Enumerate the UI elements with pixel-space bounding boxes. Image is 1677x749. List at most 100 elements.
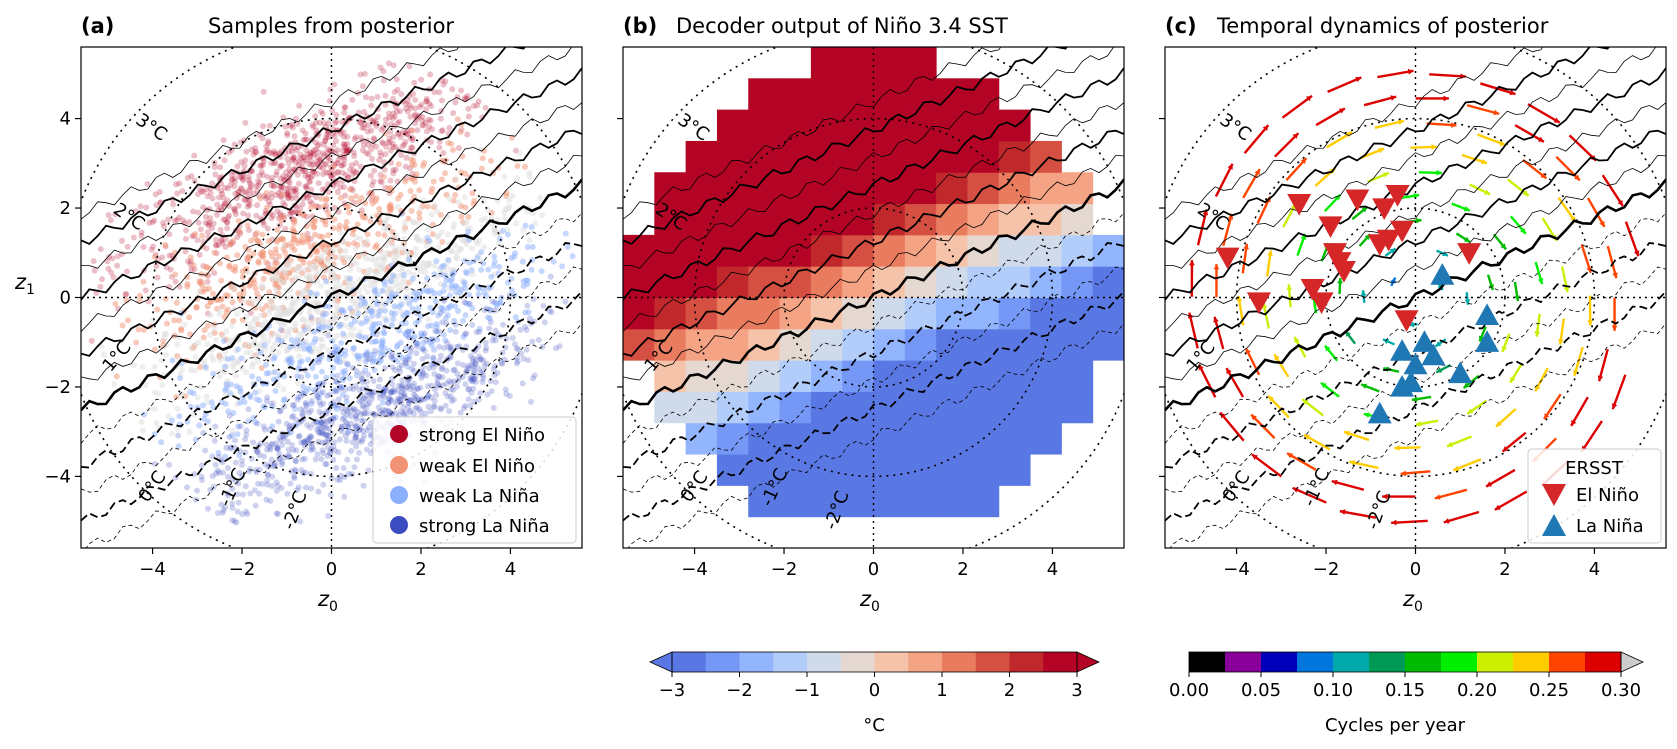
scatter-point [253,183,260,190]
scatter-point [405,269,412,276]
scatter-point [524,302,531,309]
scatter-point [423,106,430,113]
scatter-point [379,411,386,418]
heatmap-cell [842,485,874,518]
scatter-point [513,354,520,361]
scatter-point [277,175,284,182]
scatter-point [514,162,521,169]
scatter-point [437,310,444,317]
scatter-point [264,471,271,478]
vector-arrow-head [1213,264,1220,270]
scatter-point [404,97,411,104]
scatter-point [407,187,414,194]
scatter-point [204,303,211,310]
scatter-point [365,424,372,431]
scatter-point [195,209,202,216]
scatter-point [307,204,314,211]
scatter-point [298,439,305,446]
scatter-point [386,114,393,121]
scatter-point [308,314,315,321]
scatter-point [332,283,339,290]
scatter-point [273,271,280,278]
scatter-point [207,215,214,222]
scatter-point [432,202,439,209]
scatter-point [322,221,329,228]
scatter-point [316,119,323,126]
scatter-point [243,427,250,434]
scatter-point [243,349,250,356]
scatter-point [396,303,403,310]
scatter-point [175,334,182,341]
scatter-point [290,279,297,286]
scatter-point [424,226,431,233]
scatter-point [291,246,298,253]
scatter-point [401,393,408,400]
scatter-point [367,419,374,426]
scatter-point [432,327,439,334]
scatter-point [198,384,205,391]
colorbar-tick-label: 0.25 [1529,680,1569,701]
scatter-point [203,206,210,213]
scatter-point [338,230,345,237]
scatter-point [391,247,398,254]
scatter-point [285,446,292,453]
scatter-point [238,174,245,181]
heatmap-cell [748,485,781,518]
scatter-point [401,227,408,234]
scatter-point [385,139,392,146]
scatter-point [447,393,454,400]
scatter-point [465,113,472,120]
scatter-point [406,352,413,359]
scatter-point [387,128,394,135]
scatter-point [412,393,419,400]
scatter-point [259,231,266,238]
heatmap-cell [779,234,812,267]
scatter-point [162,241,169,248]
scatter-point [286,426,293,433]
scatter-point [402,357,409,364]
scatter-point [360,428,367,435]
scatter-point [358,411,365,418]
scatter-point [229,176,236,183]
scatter-point [360,410,367,417]
scatter-point [416,397,423,404]
scatter-point [317,108,324,115]
scatter-point [380,391,387,398]
scatter-point [409,144,416,151]
scatter-point [380,173,387,180]
scatter-point [233,478,240,485]
scatter-point [260,275,267,282]
scatter-point [340,129,347,136]
scatter-point [231,183,238,190]
scatter-point [338,340,345,347]
scatter-point [278,338,285,345]
heatmap-cell [967,78,1000,111]
scatter-point [428,211,435,218]
scatter-point [308,186,315,193]
scatter-point [386,135,393,142]
scatter-point [138,229,145,236]
scatter-point [430,354,437,361]
el-nino-marker [1331,261,1356,283]
scatter-point [222,504,229,511]
vector-arrow [1580,420,1603,453]
scatter-point [521,163,528,170]
heatmap-cell [936,422,968,455]
scatter-point [265,198,272,205]
scatter-point [267,444,274,451]
la-nina-marker [1412,330,1437,352]
scatter-point [302,136,309,143]
scatter-point [387,202,394,209]
vector-arrow-head [1382,493,1388,500]
scatter-point [251,487,258,494]
heatmap-cell [1061,266,1094,298]
panel-a-legend: strong El Niño weak El Niño weak La Niña… [372,416,577,544]
scatter-point [218,238,225,245]
scatter-point [411,387,418,394]
scatter-point [163,342,170,349]
heatmap-cell [748,297,781,330]
vector-arrow-head [1467,408,1474,414]
scatter-point [277,163,284,170]
scatter-point [501,214,508,221]
scatter-point [406,397,413,404]
